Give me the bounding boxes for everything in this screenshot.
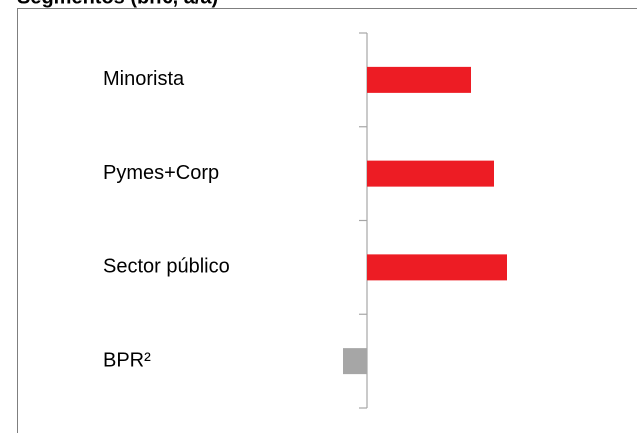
bar: [343, 348, 367, 375]
category-label: Minorista: [103, 68, 185, 90]
category-label: Sector público: [103, 256, 230, 278]
chart-title: Segmentos (bn€, a/a): [17, 0, 218, 8]
bar: [367, 254, 507, 281]
bar: [367, 160, 494, 187]
bar: [367, 66, 471, 93]
category-label: Pymes+Corp: [103, 162, 219, 184]
category-label: BPR²: [103, 349, 151, 371]
